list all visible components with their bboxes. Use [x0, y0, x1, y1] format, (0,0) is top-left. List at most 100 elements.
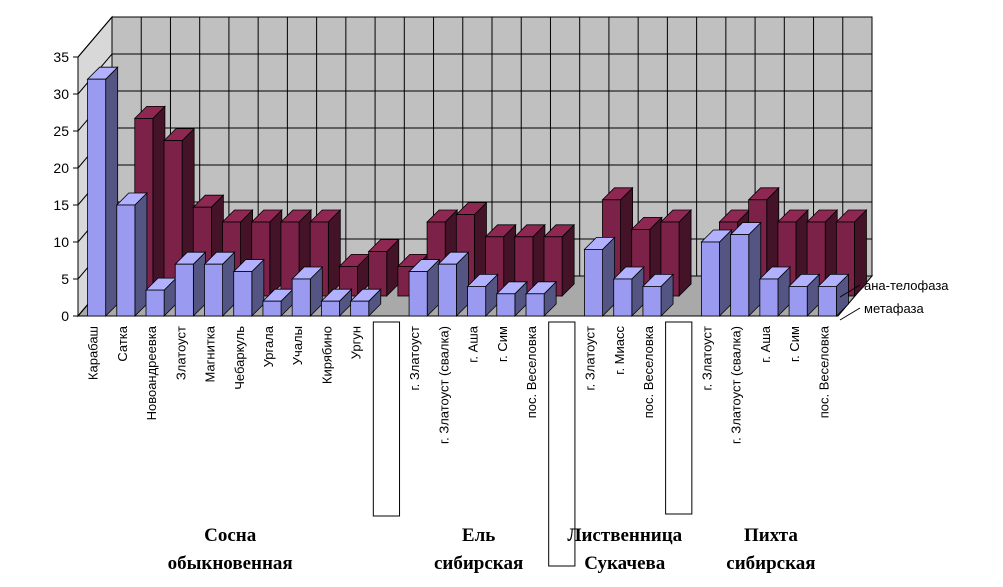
x-tick-label: пос. Веселовка [816, 325, 831, 418]
x-tick-label: г. Аша [758, 325, 773, 362]
bar-front [116, 204, 136, 317]
group-label: Ель [462, 525, 495, 546]
x-tick-label: пос. Веселовка [524, 325, 539, 418]
bar-front [437, 263, 457, 317]
bar-front [408, 271, 428, 317]
y-tick-label: 30 [53, 86, 69, 102]
bar [788, 273, 821, 317]
x-tick-label: Ургала [261, 325, 276, 367]
bar [466, 273, 499, 317]
y-tick-label: 20 [53, 160, 69, 176]
x-tick-label: г. Миасс [612, 326, 627, 375]
bar [437, 251, 470, 317]
x-tick-label: Карабаш [86, 326, 101, 380]
bar-side [327, 209, 341, 297]
y-tick-label: 10 [53, 234, 69, 250]
bar [729, 221, 762, 317]
bar-front [87, 78, 107, 317]
bar [86, 66, 119, 317]
bar-front [350, 300, 370, 317]
x-tick-label: Чебаркуль [232, 326, 247, 390]
bar [232, 258, 265, 317]
x-axis-labels: Карабаш Сатка Новоандреевка Златоуст Магнитк… [86, 325, 832, 444]
x-tick-label: г. Златоуст (свалка) [729, 326, 744, 444]
bar [641, 273, 675, 317]
x-tick-label: Кирябино [319, 326, 334, 384]
x-tick-label: Учалы [290, 326, 305, 365]
bar [525, 280, 558, 317]
bar-front [467, 285, 487, 317]
bar-front [642, 285, 662, 317]
bar [659, 209, 693, 297]
x-tick-label: пос. Веселовка [641, 325, 656, 418]
x-tick-label: г. Сим [787, 326, 802, 362]
legend-leader [839, 284, 861, 298]
bar-side [678, 209, 692, 297]
group-label: Сукачева [584, 553, 666, 574]
bar-front [759, 278, 779, 317]
x-tick-label: г. Златоуст (свалка) [436, 326, 451, 444]
bar-front [204, 263, 224, 317]
group-separators [372, 321, 693, 567]
bar-front [788, 285, 808, 317]
bar [338, 253, 371, 297]
legend-leader [839, 307, 861, 321]
bar [583, 236, 616, 317]
bar-front [320, 300, 340, 317]
bars [86, 66, 868, 317]
bar [174, 251, 207, 317]
bar-front [584, 248, 604, 317]
y-tick-label: 5 [61, 271, 69, 287]
y-tick-label: 25 [53, 123, 69, 139]
bar-front [701, 241, 720, 317]
bar [543, 223, 576, 297]
bar-front [174, 263, 194, 317]
bar [758, 266, 791, 317]
x-tick-label: г. Сим [495, 326, 510, 362]
bar-front [613, 278, 633, 317]
y-tick-label: 0 [61, 308, 69, 324]
bar-side [134, 192, 148, 317]
group-label: обыкновенная [168, 553, 293, 574]
y-tick-label: 35 [53, 49, 69, 65]
legend-label: метафаза [864, 301, 925, 316]
bar [408, 258, 441, 317]
bar-front [730, 234, 750, 317]
bar [367, 238, 400, 297]
bar-side [152, 105, 166, 297]
group-separator-box [548, 321, 576, 567]
x-tick-label: г. Златоуст [583, 326, 598, 391]
y-tick-label: 15 [53, 197, 69, 213]
group-label: сибирская [726, 553, 815, 574]
group-label: сибирская [434, 553, 523, 574]
bar [700, 229, 733, 317]
bar [115, 192, 148, 317]
bar [495, 280, 528, 317]
bar-front [496, 293, 516, 317]
legend-label: ана-телофаза [864, 278, 949, 293]
bar [835, 209, 868, 297]
bar-front [291, 278, 311, 317]
bar [261, 288, 295, 317]
bar-side [602, 236, 615, 317]
bar [349, 288, 382, 317]
bar [291, 266, 324, 317]
group-labels: Сосна обыкновенная Ель сибирская Лиственница… [168, 525, 816, 574]
bar-side [719, 229, 732, 317]
bar-front [262, 300, 282, 317]
y-axis: 0 5 10 15 20 25 30 35 [53, 49, 79, 324]
bar [612, 266, 645, 317]
group-separator-box [372, 321, 401, 517]
x-tick-label: Ургун [349, 326, 364, 359]
bar-front [817, 285, 837, 317]
x-tick-label: г. Златоуст [699, 326, 714, 391]
x-tick-label: Новоандреевка [144, 325, 159, 420]
bar-front [145, 289, 165, 317]
bar-side [105, 66, 119, 317]
x-tick-label: Сатка [115, 325, 130, 361]
horizontal-gridline [77, 16, 872, 58]
group-label: Пихта [744, 525, 798, 546]
x-tick-label: Магнитка [203, 325, 218, 382]
bar-front [233, 271, 253, 317]
